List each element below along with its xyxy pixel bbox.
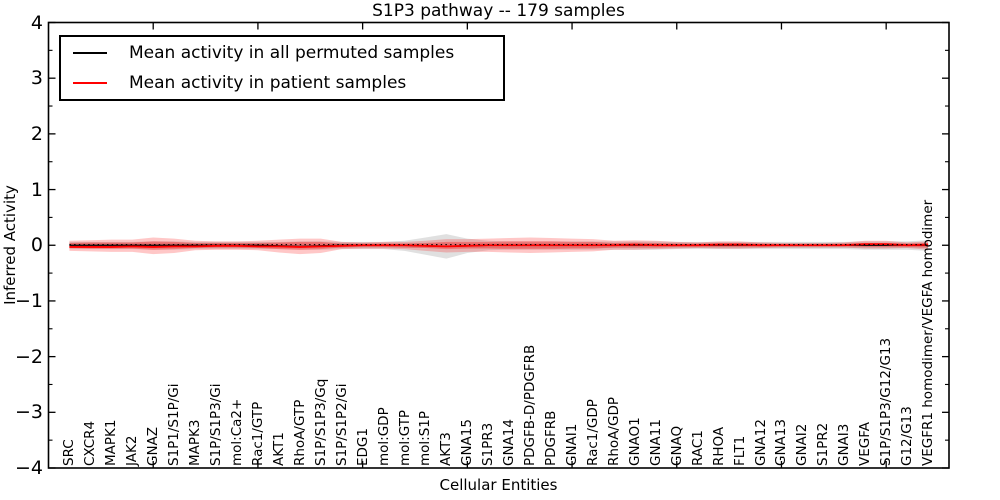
x-entity-label: RAC1 <box>689 430 706 466</box>
permuted-line-swatch <box>73 52 107 55</box>
y-tick-label: 4 <box>30 11 43 34</box>
permuted-spread-outer-band <box>69 234 929 259</box>
patient-line-swatch <box>73 81 107 84</box>
x-entity-label: GNAZ <box>145 426 162 466</box>
x-entity-label: AKT1 <box>270 432 287 466</box>
series-line <box>69 243 929 248</box>
x-axis-title: Cellular Entities <box>439 476 558 494</box>
legend-row: Mean activity in all permuted samples <box>61 40 503 66</box>
y-tick-label: 3 <box>30 67 43 90</box>
legend: Mean activity in all permuted samples Me… <box>59 35 505 101</box>
x-entity-label: GNAO1 <box>626 417 643 466</box>
x-entity-label: RhoA/GDP <box>605 397 622 466</box>
x-entity-label: RHOA <box>710 426 727 466</box>
x-entity-label: mol:GDP <box>375 407 392 466</box>
legend-label-permuted: Mean activity in all permuted samples <box>129 43 455 64</box>
y-tick-label: −2 <box>14 345 43 368</box>
x-entity-label: AKT3 <box>438 432 455 466</box>
x-entity-label: RhoA/GTP <box>291 399 308 466</box>
x-entity-label: GNA11 <box>647 419 664 466</box>
x-entity-label: VEGFA <box>857 422 874 466</box>
x-entity-label: Rac1/GTP <box>249 401 266 466</box>
x-entity-label: PDGFRB <box>543 410 560 466</box>
y-tick-label: −3 <box>14 401 43 424</box>
x-entity-label: GNAI2 <box>794 423 811 466</box>
x-entity-label: S1P/S1P3/Gi <box>208 383 225 467</box>
legend-row: Mean activity in patient samples <box>61 70 503 96</box>
x-entity-label: MAPK3 <box>187 419 204 466</box>
x-entity-label: GNA13 <box>773 419 790 466</box>
y-tick-label: 2 <box>30 122 43 145</box>
y-tick-label: −1 <box>14 289 43 312</box>
x-entity-label: JAK2 <box>124 435 141 466</box>
x-entity-label: CXCR4 <box>82 420 99 466</box>
x-entity-label: GNAI3 <box>836 423 853 466</box>
y-tick-label: 0 <box>30 234 43 257</box>
chart-title: S1P3 pathway -- 179 samples <box>372 1 625 21</box>
y-tick-label: 1 <box>30 178 43 201</box>
x-entity-label: GNA12 <box>752 419 769 466</box>
x-entity-label: EDG1 <box>354 428 371 466</box>
x-entity-label: MAPK1 <box>103 419 120 466</box>
y-tick-label: −4 <box>14 457 43 479</box>
x-entity-label: G12/G13 <box>899 406 916 466</box>
x-entity-label: VEGFR1 homodimer/VEGFA homodimer <box>920 199 937 466</box>
x-entity-label: S1PR3 <box>480 422 497 466</box>
x-entity-label: mol:S1P <box>417 410 434 466</box>
x-entity-label: S1PR2 <box>815 422 832 466</box>
x-entity-label: mol:GTP <box>396 409 413 466</box>
x-entity-label: GNAQ <box>668 425 685 466</box>
x-entity-label: SRC <box>61 439 78 466</box>
x-entity-label: Rac1/GDP <box>584 399 601 466</box>
x-entity-label: FLT1 <box>731 435 748 466</box>
x-entity-label: PDGFB-D/PDGFRB <box>522 344 539 466</box>
x-entity-label: S1P/S1P3/Gq <box>312 378 329 466</box>
x-entity-label: GNAI1 <box>564 423 581 466</box>
legend-label-patient: Mean activity in patient samples <box>129 72 407 93</box>
x-entity-label: GNA15 <box>459 419 476 466</box>
x-entity-label: GNA14 <box>501 419 518 466</box>
x-entity-label: S1P/S1P2/Gi <box>333 383 350 467</box>
x-entity-label: S1P1/S1P/Gi <box>166 383 183 467</box>
x-entity-label: S1P/S1P3/G12/G13 <box>878 337 895 466</box>
x-entity-label: mol:Ca2+ <box>228 398 245 466</box>
